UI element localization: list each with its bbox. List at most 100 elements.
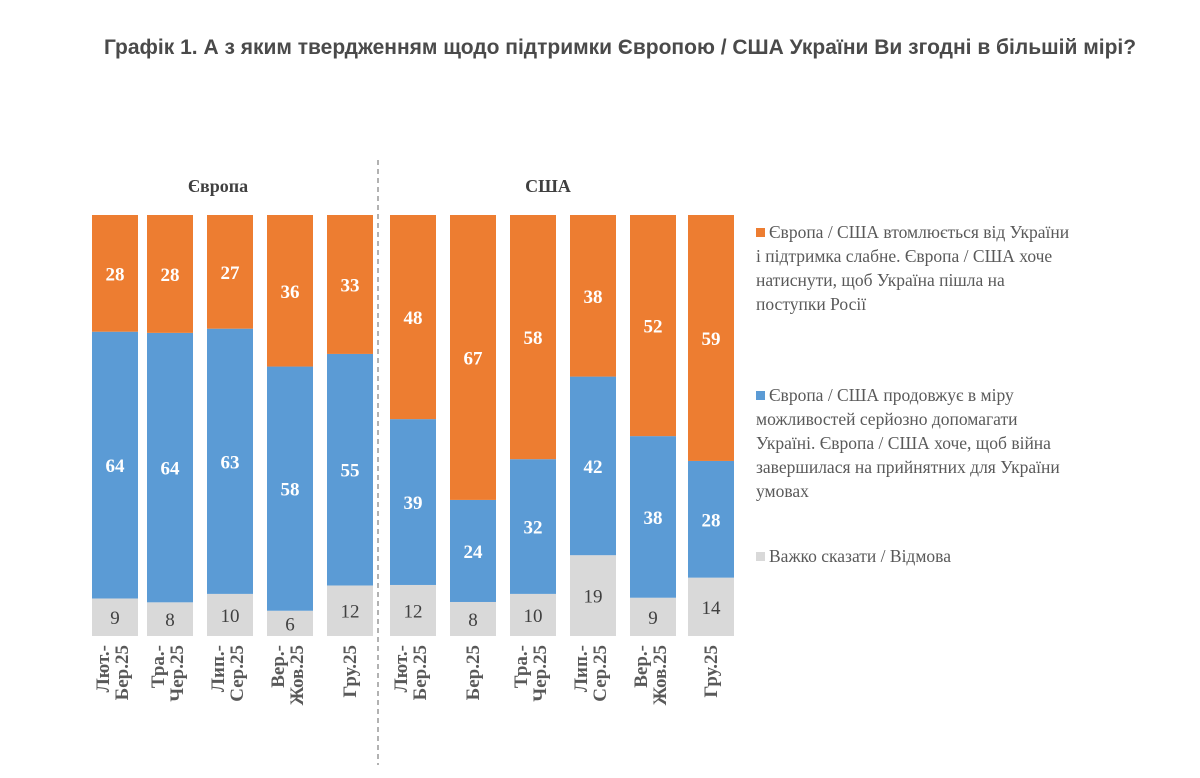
bar-segment xyxy=(207,215,253,329)
data-label: 32 xyxy=(524,518,543,539)
bar-segment xyxy=(327,353,373,586)
data-label: 38 xyxy=(584,287,603,308)
x-tick-text: Чер.25 xyxy=(530,645,551,702)
legend-label: Європа / США продовжує в міру можливосте… xyxy=(756,385,1060,501)
bar-segment xyxy=(390,584,436,636)
legend-swatch-gray xyxy=(756,552,765,561)
data-label: 42 xyxy=(584,457,603,478)
x-tick-text: Сер.25 xyxy=(227,645,248,702)
bar-segment xyxy=(450,499,496,602)
chart-title: Графік 1. А з яким твердженням щодо підт… xyxy=(103,36,1137,59)
x-tick-text: Лип.- xyxy=(571,645,592,692)
data-label: 48 xyxy=(404,308,423,329)
x-tick-text: Лип.- xyxy=(208,645,229,692)
x-tick-label: Тра.-Чер.25 xyxy=(148,645,188,702)
data-label: 19 xyxy=(584,587,603,608)
bar-segment xyxy=(688,460,734,578)
x-tick-label: Гру.25 xyxy=(340,645,361,698)
bar-segment xyxy=(390,419,436,585)
legend-item-gray: Важко сказати / Відмова xyxy=(756,544,1076,568)
legend-label: Європа / США втомлюється від України і п… xyxy=(756,222,1070,314)
data-label: 58 xyxy=(281,480,300,501)
bar-segment xyxy=(92,598,138,636)
bar-segment xyxy=(630,597,676,636)
legend-swatch-blue xyxy=(756,391,765,400)
x-tick-text: Лют.- xyxy=(391,645,412,692)
data-label: 58 xyxy=(524,328,543,349)
x-tick-text: Тра.- xyxy=(511,645,532,688)
x-tick-text: Вер.- xyxy=(268,645,289,688)
x-tick-label: Тра.-Чер.25 xyxy=(511,645,551,702)
legend-swatch-orange xyxy=(756,228,765,237)
data-label: 24 xyxy=(464,542,484,563)
bar-segment xyxy=(510,459,556,594)
x-tick-text: Тра.- xyxy=(148,645,169,688)
x-tick-text: Бер.25 xyxy=(410,645,431,700)
bar-segment xyxy=(92,331,138,599)
data-label: 38 xyxy=(644,508,663,529)
group-label-europe: Європа xyxy=(188,176,248,196)
data-label: 8 xyxy=(165,610,175,631)
x-tick-label: Гру.25 xyxy=(701,645,722,698)
group-label-usa: США xyxy=(525,176,571,196)
data-label: 9 xyxy=(110,608,120,629)
bar-segment xyxy=(267,366,313,611)
bar-segment xyxy=(630,215,676,437)
x-tick-label: Лип.-Сер.25 xyxy=(208,645,248,702)
x-tick-text: Бер.25 xyxy=(463,645,484,700)
x-tick-text: Сер.25 xyxy=(590,645,611,702)
bar-segment xyxy=(570,376,616,556)
x-tick-text: Бер.25 xyxy=(112,645,133,700)
data-label: 10 xyxy=(221,606,240,627)
data-label: 28 xyxy=(161,265,180,286)
bar-segment xyxy=(630,436,676,598)
data-label: 52 xyxy=(644,317,663,338)
data-label: 63 xyxy=(221,452,240,473)
bar-segment xyxy=(570,215,616,377)
data-label: 12 xyxy=(341,602,360,623)
legend-item-orange: Європа / США втомлюється від України і п… xyxy=(756,220,1076,316)
x-tick-text: Вер.- xyxy=(631,645,652,688)
bar-segment xyxy=(327,215,373,354)
bar-segment xyxy=(92,215,138,332)
x-tick-label: Вер.-Жов.25 xyxy=(631,645,671,705)
x-tick-label: Вер.-Жов.25 xyxy=(268,645,308,705)
data-label: 64 xyxy=(106,456,126,477)
data-label: 28 xyxy=(702,510,721,531)
bar-segment xyxy=(267,215,313,367)
x-tick-label: Бер.25 xyxy=(463,645,484,700)
x-tick-label: Лют.-Бер.25 xyxy=(391,645,431,700)
x-tick-text: Жов.25 xyxy=(287,645,308,705)
data-label: 9 xyxy=(648,608,658,629)
bar-segment xyxy=(207,328,253,594)
data-label: 27 xyxy=(221,263,241,284)
x-tick-label: Лип.-Сер.25 xyxy=(571,645,611,702)
x-tick-label: Лют.-Бер.25 xyxy=(93,645,133,700)
bar-segment xyxy=(147,602,193,636)
bar-segment xyxy=(570,555,616,636)
bar-segment xyxy=(688,577,734,636)
data-label: 39 xyxy=(404,493,423,514)
data-label: 55 xyxy=(341,461,360,482)
legend-label: Важко сказати / Відмова xyxy=(769,546,951,566)
bar-segment xyxy=(267,610,313,636)
data-label: 10 xyxy=(524,606,543,627)
bar-segment xyxy=(327,585,373,636)
bar-segment xyxy=(147,332,193,603)
data-label: 8 xyxy=(468,610,478,631)
bar-segment xyxy=(510,593,556,636)
legend-item-blue: Європа / США продовжує в міру можливосте… xyxy=(756,383,1076,503)
data-label: 28 xyxy=(106,264,125,285)
x-tick-text: Жов.25 xyxy=(650,645,671,705)
data-label: 36 xyxy=(281,282,300,303)
bar-segment xyxy=(207,593,253,636)
bar-segment xyxy=(147,215,193,333)
data-label: 6 xyxy=(285,614,295,635)
x-tick-text: Лют.- xyxy=(93,645,114,692)
data-label: 14 xyxy=(702,598,722,619)
data-label: 12 xyxy=(404,601,423,622)
bar-segment xyxy=(450,601,496,636)
bar-segment xyxy=(390,215,436,420)
data-label: 59 xyxy=(702,329,721,350)
